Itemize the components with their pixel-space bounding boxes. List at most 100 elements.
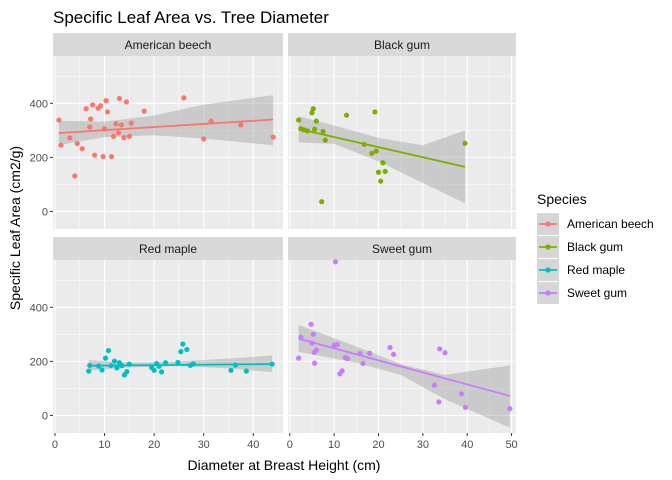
strip-red-maple xyxy=(53,237,283,260)
data-point-american-beech xyxy=(181,95,187,101)
data-point-american-beech xyxy=(103,98,109,104)
data-point-american-beech xyxy=(208,118,214,124)
facet-sweet-gum: Sweet gum 0 10 20 30 40 50 xyxy=(287,237,518,451)
x-tick-label: 0 xyxy=(52,439,58,451)
data-point-red-maple xyxy=(111,358,118,364)
x-tick-label: 30 xyxy=(417,439,429,451)
data-point-sweet-gum xyxy=(507,406,513,412)
data-point-black-gum xyxy=(382,168,388,175)
data-point-american-beech xyxy=(270,134,276,140)
gridlines-american-beech xyxy=(53,56,283,229)
strip-sweet-gum xyxy=(288,237,516,260)
data-point-red-maple xyxy=(151,367,157,373)
data-point-red-maple xyxy=(108,363,114,369)
data-point-black-gum xyxy=(462,140,468,146)
data-point-american-beech xyxy=(104,109,111,115)
data-point-sweet-gum xyxy=(296,355,302,361)
data-point-red-maple xyxy=(86,368,92,374)
x-tick-label: 20 xyxy=(148,439,160,451)
legend-title: Species xyxy=(537,191,587,207)
data-point-american-beech xyxy=(92,152,98,158)
strip-label-sweet-gum: Sweet gum xyxy=(372,242,432,256)
data-point-black-gum xyxy=(296,117,302,123)
chart-title: Specific Leaf Area vs. Tree Diameter xyxy=(53,8,329,27)
data-point-red-maple xyxy=(105,347,112,354)
data-point-sweet-gum xyxy=(367,350,373,356)
panel-bg-american-beech xyxy=(53,56,283,229)
data-point-american-beech xyxy=(67,135,73,141)
data-point-american-beech xyxy=(79,146,85,152)
data-point-black-gum xyxy=(378,178,384,184)
x-tick-label: 20 xyxy=(372,439,384,451)
data-point-sweet-gum xyxy=(442,350,448,356)
legend-label: American beech xyxy=(567,217,654,231)
data-point-red-maple xyxy=(175,359,181,366)
data-point-american-beech xyxy=(97,103,104,109)
confidence-band-sweet-gum xyxy=(298,324,510,428)
data-point-black-gum xyxy=(343,112,350,118)
data-point-sweet-gum xyxy=(332,259,339,265)
trend-line-black-gum xyxy=(298,128,466,168)
data-point-red-maple xyxy=(114,365,120,371)
y-tick-label: 0 xyxy=(42,410,48,422)
x-axis-title: Diameter at Breast Height (cm) xyxy=(188,457,381,473)
strip-american-beech xyxy=(53,33,283,56)
data-point-sweet-gum xyxy=(339,368,345,374)
data-point-red-maple xyxy=(180,341,186,347)
x-tick-label: 10 xyxy=(98,439,110,451)
data-point-american-beech xyxy=(72,173,78,179)
data-point-black-gum xyxy=(375,169,382,175)
legend-key-point xyxy=(545,290,551,296)
data-point-american-beech xyxy=(58,142,64,148)
trend-line-american-beech xyxy=(58,118,274,134)
y-tick-label: 200 xyxy=(30,152,48,164)
data-point-american-beech xyxy=(90,102,96,108)
gridlines-black-gum xyxy=(288,56,516,229)
data-point-american-beech xyxy=(110,133,117,139)
data-point-red-maple xyxy=(269,361,275,367)
data-point-red-maple xyxy=(99,367,105,373)
data-point-american-beech xyxy=(56,117,62,123)
facet-red-maple: Red maple 0 200 400 0 10 20 30 40 xyxy=(30,237,283,451)
data-point-sweet-gum xyxy=(431,382,437,388)
gridlines-red-maple xyxy=(53,260,283,433)
data-point-black-gum xyxy=(373,148,379,154)
data-point-sweet-gum xyxy=(313,347,319,353)
data-point-american-beech xyxy=(88,116,94,122)
data-point-american-beech xyxy=(118,122,125,128)
data-point-black-gum xyxy=(369,150,375,156)
data-point-red-maple xyxy=(178,349,184,355)
data-point-red-maple xyxy=(162,360,169,366)
data-point-american-beech xyxy=(101,126,108,132)
data-point-red-maple xyxy=(124,369,130,375)
data-point-black-gum xyxy=(320,128,326,135)
data-point-american-beech xyxy=(87,124,93,130)
data-point-american-beech xyxy=(201,136,207,142)
data-point-american-beech xyxy=(74,140,80,147)
data-point-american-beech xyxy=(121,135,127,141)
x-tick-label: 0 xyxy=(287,439,293,451)
data-point-american-beech xyxy=(116,95,123,102)
confidence-band-american-beech xyxy=(58,95,274,146)
legend: Species American beech Black gum Red maple… xyxy=(537,191,654,304)
legend-item-sweet-gum: Sweet gum xyxy=(537,282,627,304)
data-point-black-gum xyxy=(310,106,316,112)
data-point-black-gum xyxy=(313,118,319,124)
strip-label-american-beech: American beech xyxy=(125,38,212,52)
data-point-black-gum xyxy=(312,126,318,132)
data-point-sweet-gum xyxy=(344,356,351,362)
data-point-black-gum xyxy=(322,137,328,143)
data-point-american-beech xyxy=(126,133,132,139)
facet-black-gum: Black gum xyxy=(288,33,516,229)
legend-label: Red maple xyxy=(567,263,625,277)
data-point-american-beech xyxy=(123,99,129,105)
legend-item-red-maple: Red maple xyxy=(537,259,625,281)
x-tick-label: 10 xyxy=(328,439,340,451)
legend-label: Sweet gum xyxy=(567,286,627,300)
data-point-black-gum xyxy=(361,141,367,147)
facet-american-beech: American beech 0 200 400 xyxy=(30,33,283,229)
data-point-red-maple xyxy=(96,363,102,369)
y-tick-label: 200 xyxy=(30,356,48,368)
